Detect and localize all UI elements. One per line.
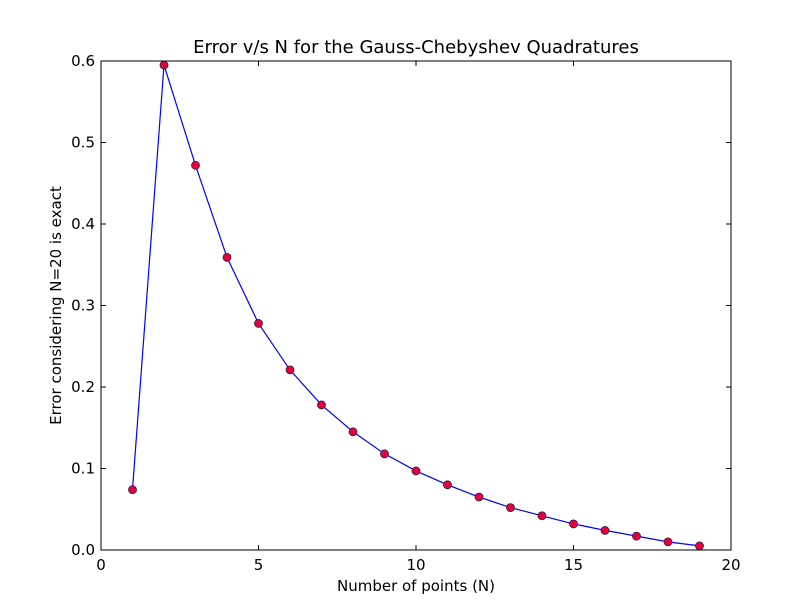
tick-labels: 0 5 10 15 20 0.0 0.1 0.2 0.3 0.4 0.5 0.6 bbox=[71, 52, 740, 574]
x-tick-label: 0 bbox=[96, 556, 106, 574]
y-axis-label: Error considering N=20 is exact bbox=[47, 186, 65, 425]
data-point bbox=[569, 519, 578, 529]
x-axis-label: Number of points (N) bbox=[337, 577, 495, 595]
data-point bbox=[632, 531, 641, 541]
data-point bbox=[663, 537, 673, 547]
chart-title: Error v/s N for the Gauss-Chebyshev Quad… bbox=[193, 37, 639, 58]
x-tick-label: 20 bbox=[721, 556, 740, 574]
data-point bbox=[380, 449, 389, 459]
data-point bbox=[285, 365, 295, 375]
data-point bbox=[348, 427, 358, 437]
data-point bbox=[443, 480, 452, 490]
plot-frame bbox=[100, 60, 732, 551]
data-point bbox=[254, 319, 263, 328]
x-tick-label: 15 bbox=[564, 556, 583, 574]
data-point bbox=[695, 541, 704, 551]
y-tick-label: 0.4 bbox=[71, 215, 95, 233]
y-tick-label: 0.0 bbox=[71, 541, 95, 559]
data-point bbox=[474, 492, 484, 502]
y-tick-label: 0.6 bbox=[71, 52, 95, 70]
x-tick-label: 10 bbox=[406, 556, 425, 574]
y-tick-label: 0.3 bbox=[71, 297, 95, 315]
data-point bbox=[411, 466, 421, 476]
data-point bbox=[128, 485, 137, 495]
data-markers bbox=[128, 60, 704, 551]
data-point bbox=[537, 511, 547, 521]
data-point bbox=[159, 60, 169, 70]
y-tick-label: 0.2 bbox=[71, 378, 95, 396]
plot-area bbox=[101, 61, 731, 550]
data-point bbox=[506, 503, 515, 513]
data-point bbox=[222, 253, 232, 262]
data-point bbox=[317, 400, 326, 410]
data-point bbox=[600, 526, 610, 535]
x-tick-label: 5 bbox=[254, 556, 264, 574]
y-tick-label: 0.5 bbox=[71, 134, 95, 152]
data-point bbox=[191, 160, 200, 170]
y-tick-label: 0.1 bbox=[71, 460, 95, 478]
